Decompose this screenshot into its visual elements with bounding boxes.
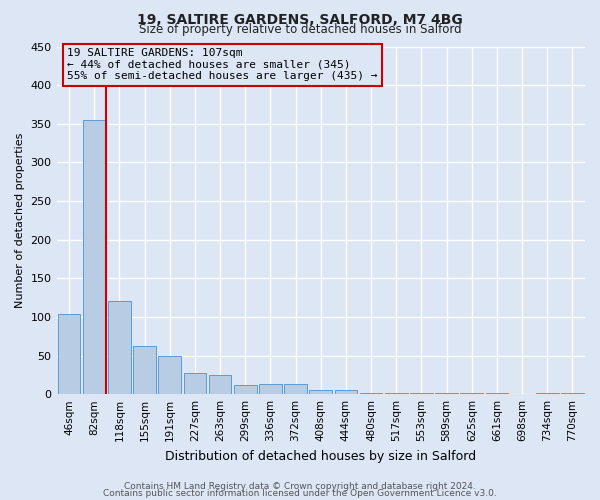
Bar bbox=[234, 385, 257, 394]
Text: 19 SALTIRE GARDENS: 107sqm
← 44% of detached houses are smaller (345)
55% of sem: 19 SALTIRE GARDENS: 107sqm ← 44% of deta… bbox=[67, 48, 377, 82]
Text: Contains public sector information licensed under the Open Government Licence v3: Contains public sector information licen… bbox=[103, 490, 497, 498]
X-axis label: Distribution of detached houses by size in Salford: Distribution of detached houses by size … bbox=[165, 450, 476, 462]
Text: Contains HM Land Registry data © Crown copyright and database right 2024.: Contains HM Land Registry data © Crown c… bbox=[124, 482, 476, 491]
Y-axis label: Number of detached properties: Number of detached properties bbox=[15, 132, 25, 308]
Bar bbox=[83, 120, 106, 394]
Bar bbox=[184, 372, 206, 394]
Bar bbox=[58, 314, 80, 394]
Bar bbox=[259, 384, 282, 394]
Text: Size of property relative to detached houses in Salford: Size of property relative to detached ho… bbox=[139, 22, 461, 36]
Bar bbox=[133, 346, 156, 394]
Bar bbox=[385, 392, 407, 394]
Text: 19, SALTIRE GARDENS, SALFORD, M7 4BG: 19, SALTIRE GARDENS, SALFORD, M7 4BG bbox=[137, 12, 463, 26]
Bar bbox=[209, 375, 232, 394]
Bar bbox=[360, 392, 382, 394]
Bar bbox=[335, 390, 357, 394]
Bar bbox=[158, 356, 181, 394]
Bar bbox=[284, 384, 307, 394]
Bar bbox=[310, 390, 332, 394]
Bar bbox=[561, 392, 584, 394]
Bar bbox=[108, 300, 131, 394]
